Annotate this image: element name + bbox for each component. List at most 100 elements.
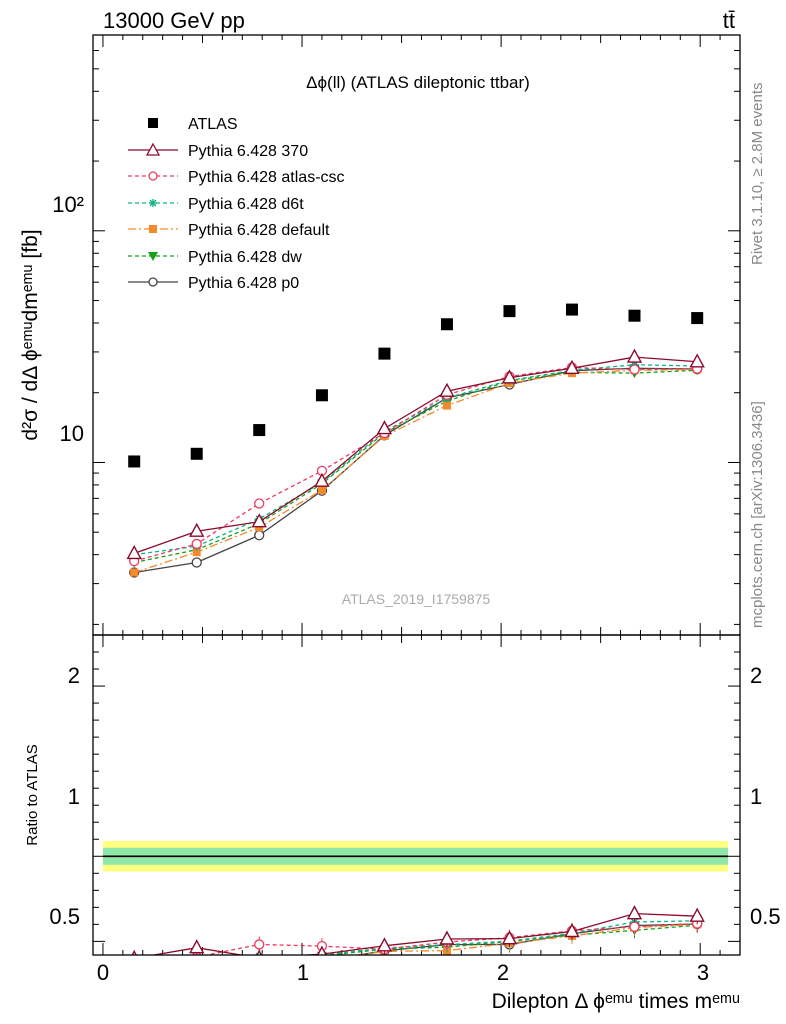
ratio-frame	[92, 634, 741, 956]
data-point	[192, 548, 201, 557]
legend-label-d6t: Pythia 6.428 d6t	[188, 196, 304, 213]
ratio-point	[317, 956, 326, 965]
ratio-ticks	[93, 635, 740, 955]
legend-label-dw: Pythia 6.428 dw	[188, 249, 302, 266]
data-point	[254, 498, 265, 509]
legend-entry-default: Pythia 6.428 default	[128, 222, 330, 239]
data-point	[317, 486, 326, 495]
series-pythia-6-428-370	[126, 348, 705, 560]
legend-entry-atlas-csc: Pythia 6.428 atlas-csc	[128, 169, 345, 186]
data-point	[378, 347, 391, 360]
data-point	[626, 348, 643, 363]
data-point	[251, 513, 267, 528]
ratio-point	[192, 957, 202, 966]
ratio-line	[353, 923, 698, 955]
rivet-label: Rivet 3.1.10, ≥ 2.8M events	[749, 83, 766, 266]
legend-label-default: Pythia 6.428 default	[188, 222, 330, 239]
series-line	[134, 366, 698, 562]
ratio-y-label: Ratio to ATLAS	[24, 744, 41, 845]
data-point	[191, 557, 202, 568]
ratio-point	[254, 955, 264, 964]
ratio-point	[254, 939, 265, 950]
ratio-point	[626, 905, 643, 920]
ratio-point	[130, 965, 139, 974]
x-tick-label-3: 3	[697, 960, 709, 985]
y-tick-label-10: 10	[60, 421, 84, 446]
data-point	[253, 424, 266, 437]
ratio-point	[501, 930, 518, 945]
data-point	[501, 369, 518, 384]
series-pythia-6-428-default	[130, 365, 702, 577]
data-point	[126, 544, 142, 560]
legend-entry-dw: Pythia 6.428 dw	[128, 249, 302, 266]
series-atlas	[128, 303, 704, 468]
ratio-series-pythia-6-428-atlas-csc	[130, 915, 703, 968]
ratio-uncertainty-band	[102, 840, 729, 872]
legend-label-atlas-csc: Pythia 6.428 atlas-csc	[188, 169, 345, 186]
ratio-line	[203, 922, 698, 955]
x-tick-label-1: 1	[297, 960, 309, 985]
ratio-point	[255, 962, 264, 971]
main-title: Δϕ(ll) (ATLAS dileptonic ttbar)	[306, 73, 530, 92]
series-pythia-6-428-d6t	[129, 360, 702, 560]
series-line	[134, 367, 698, 574]
ratio-point	[256, 949, 263, 955]
data-point	[565, 303, 578, 316]
data-point	[503, 305, 516, 318]
series-line	[134, 368, 698, 574]
x-tick-label-0: 0	[97, 960, 109, 985]
legend-entry-p0: Pythia 6.428 p0	[128, 275, 299, 292]
legend-entry-370: Pythia 6.428 370	[128, 142, 308, 160]
ratio-line	[150, 912, 698, 955]
legend-label-370: Pythia 6.428 370	[188, 143, 308, 160]
ratio-y-tick-label-2-right: 2	[750, 663, 762, 688]
ratio-point	[564, 923, 580, 938]
y-axis-label: d²σ / dΔ ϕᵉᵐᵘdmᵉᵐᵘ [fb]	[19, 229, 42, 440]
ratio-point	[689, 907, 705, 922]
ratio-point	[130, 966, 138, 974]
data-error-bars	[133, 307, 698, 466]
series-line	[133, 356, 698, 555]
data-point	[376, 420, 393, 435]
ratio-series-pythia-6-428-370	[131, 905, 705, 955]
x-tick-label-2: 2	[497, 960, 509, 985]
ratio-point	[316, 945, 327, 955]
ratio-point	[318, 956, 326, 964]
ratio-point	[376, 937, 393, 952]
data-point	[439, 382, 455, 397]
mcplots-label: mcplots.cern.ch [arXiv:1306.3436]	[749, 401, 766, 628]
ratio-point	[130, 959, 139, 968]
ratio-panel: Ratio to ATLAS 2 1 0.5 2 1 0.5 0 1 2 3 D…	[24, 634, 781, 1013]
ratio-point	[192, 964, 201, 973]
energy-label: 13000 GeV pp	[103, 8, 245, 33]
watermark: ATLAS_2019_I1759875	[342, 591, 491, 607]
legend-label-p0: Pythia 6.428 p0	[188, 275, 299, 292]
data-point	[442, 401, 451, 410]
ratio-series	[129, 905, 705, 974]
series-line	[134, 364, 698, 556]
data-point	[314, 472, 330, 487]
ratio-point	[193, 958, 201, 966]
ratio-y-tick-label-2: 2	[68, 663, 80, 688]
data-point	[254, 530, 265, 541]
data-point	[564, 359, 580, 374]
ratio-point	[189, 939, 205, 954]
data-point	[191, 538, 202, 550]
ratio-y-tick-label-0-5-right: 0.5	[750, 904, 781, 929]
data-point	[130, 568, 139, 577]
ratio-point	[133, 954, 135, 955]
y-tick-label-100: 10²	[52, 192, 84, 217]
process-label: tt̄	[723, 8, 735, 33]
ratio-line	[284, 920, 698, 955]
ratio-point	[129, 960, 139, 969]
data-point	[440, 318, 453, 331]
data-point	[689, 353, 705, 368]
data-point	[315, 389, 328, 402]
legend-label-atlas: ATLAS	[188, 116, 238, 133]
data-point	[189, 522, 205, 537]
data-point	[628, 309, 641, 322]
main-panel: Δϕ(ll) (ATLAS dileptonic ttbar) ATLAS_20…	[19, 34, 741, 636]
data-point	[691, 312, 704, 325]
main-series	[126, 303, 705, 578]
data-point	[629, 364, 640, 375]
